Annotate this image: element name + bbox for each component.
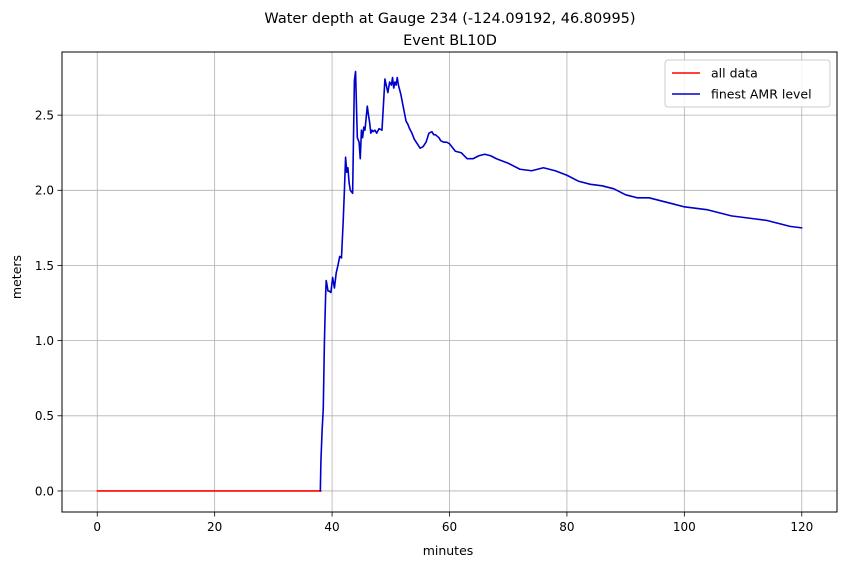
y-tick-label: 2.5 <box>35 108 54 122</box>
y-tick-label: 0.0 <box>35 484 54 498</box>
legend-box <box>664 59 831 108</box>
chart-title: Water depth at Gauge 234 (-124.09192, 46… <box>264 11 635 27</box>
y-tick-label: 1.5 <box>35 259 54 273</box>
x-axis-label: minutes <box>423 543 474 558</box>
series-line-finest-amr-level <box>319 70 803 492</box>
x-tick-label: 20 <box>207 520 222 534</box>
x-tick-label: 120 <box>790 520 813 534</box>
x-tick-label: 80 <box>559 520 574 534</box>
chart-subtitle: Event BL10D <box>403 33 497 49</box>
y-axis-ticks: 0.0 0.5 1.0 1.5 2.0 2.5 <box>35 108 62 498</box>
legend-label-all-data: all data <box>711 66 758 81</box>
x-tick-label: 40 <box>324 520 339 534</box>
x-tick-label: 0 <box>93 520 101 534</box>
legend-label-finest-amr-level: finest AMR level <box>711 87 812 102</box>
y-axis-label: meters <box>9 255 24 299</box>
series-lines <box>96 70 803 492</box>
x-axis-ticks: 0 20 40 60 80 100 120 <box>93 512 813 534</box>
x-tick-label: 100 <box>673 520 696 534</box>
x-tick-label: 60 <box>442 520 457 534</box>
y-tick-label: 0.5 <box>35 409 54 423</box>
y-tick-label: 1.0 <box>35 334 54 348</box>
legend: all data finest AMR level <box>664 59 831 108</box>
y-tick-label: 2.0 <box>35 184 54 198</box>
